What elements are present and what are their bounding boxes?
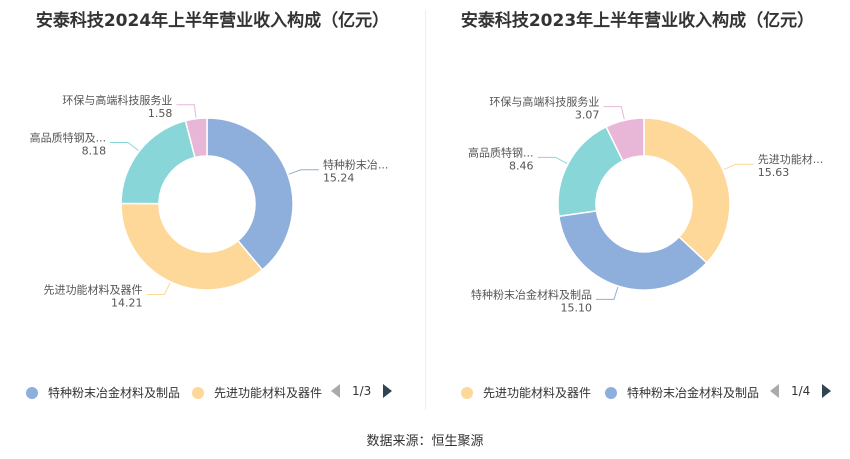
donut-slice[interactable] — [605, 117, 645, 162]
legend-item-1[interactable]: 特种粉末冶金材料及制品 — [26, 384, 180, 401]
label-leader-line — [723, 163, 754, 170]
label-leader-line — [110, 142, 139, 151]
chart-panel-2024: 安泰科技2024年上半年营业收入构成（亿元） 特种粉末冶... 15.24 先进功能… — [0, 0, 425, 420]
chart-title: 安泰科技2024年上半年营业收入构成（亿元） — [35, 11, 390, 31]
slice-value-label: 1.58 — [148, 107, 173, 120]
legend-page-indicator: 1/3 — [352, 384, 372, 398]
prev-page-icon[interactable] — [331, 384, 340, 398]
chart-title: 安泰科技2023年上半年营业收入构成（亿元） — [460, 11, 815, 31]
legend-marker — [26, 386, 38, 399]
slice-label: 高品质特钢... — [468, 145, 534, 159]
slice-label: 环保与高端科技服务业 — [489, 95, 599, 109]
legend-label: 特种粉末冶金材料及制品 — [627, 386, 760, 400]
slice-label: 特种粉末冶金材料及制品 — [471, 287, 592, 301]
legend-page-indicator: 1/4 — [791, 384, 811, 398]
slice-value-label: 8.46 — [509, 159, 534, 172]
label-leader-line — [595, 286, 619, 300]
label-leader-line — [537, 156, 568, 164]
legend-item-2[interactable]: 特种粉末冶金材料及制品 — [605, 384, 759, 401]
slice-label: 先进功能材料及器件 — [43, 283, 142, 297]
legend-label: 先进功能材料及器件 — [483, 386, 592, 400]
donut-slice[interactable] — [184, 117, 208, 159]
chart-panel-2023: 安泰科技2023年上半年营业收入构成（亿元） 先进功能材... 15.63 特种粉末… — [425, 0, 850, 420]
slice-value-label: 14.21 — [111, 297, 143, 310]
label-leader-line — [176, 104, 197, 118]
legend-label: 特种粉末冶金材料及制品 — [48, 386, 181, 400]
donut-slice[interactable] — [558, 210, 708, 291]
next-page-icon[interactable] — [822, 384, 832, 398]
legend-marker — [605, 386, 617, 399]
slice-value-label: 15.63 — [758, 166, 790, 179]
legend-item-2[interactable]: 先进功能材料及器件 — [192, 384, 322, 401]
donut-slice[interactable] — [643, 117, 731, 264]
legend-label: 先进功能材料及器件 — [214, 386, 323, 400]
donut-slice[interactable] — [120, 202, 264, 291]
slice-value-label: 15.24 — [323, 172, 355, 185]
panel-divider — [425, 10, 426, 410]
slice-label: 高品质特钢及... — [30, 131, 107, 145]
legend-pager: 1/3 — [331, 384, 393, 398]
prev-page-icon[interactable] — [770, 384, 779, 398]
next-page-icon[interactable] — [383, 384, 393, 398]
label-leader-line — [288, 169, 319, 175]
legend-pager: 1/4 — [770, 384, 832, 398]
data-source-note: 数据来源：恒生聚源 — [366, 434, 484, 449]
legend-item-1[interactable]: 先进功能材料及器件 — [461, 384, 591, 401]
slice-label: 先进功能材... — [758, 152, 824, 166]
slice-label: 特种粉末冶... — [323, 158, 389, 172]
label-leader-line — [146, 282, 171, 296]
slice-value-label: 15.10 — [560, 301, 592, 314]
legend-marker — [192, 386, 204, 399]
slice-value-label: 8.18 — [82, 145, 107, 158]
donut-slice[interactable] — [206, 117, 294, 271]
slice-value-label: 3.07 — [575, 109, 600, 122]
legend-marker — [461, 386, 473, 399]
donut-slice[interactable] — [120, 119, 196, 205]
label-leader-line — [603, 106, 625, 120]
slice-label: 环保与高端科技服务业 — [62, 93, 172, 107]
